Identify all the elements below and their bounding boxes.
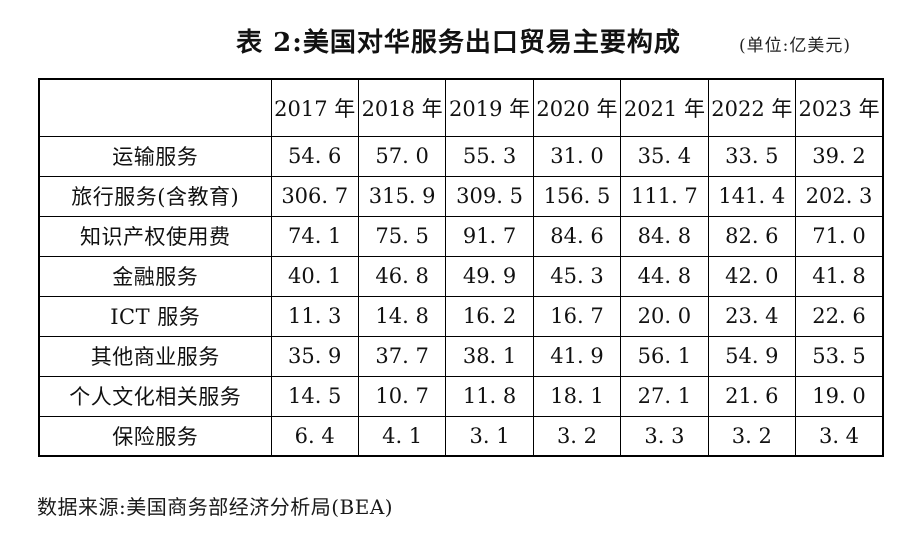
table-cell: 54. 9 — [707, 335, 797, 377]
corner-cell — [38, 78, 272, 137]
table-row: 其他商业服务 35. 9 37. 7 38. 1 41. 9 56. 1 54.… — [38, 335, 884, 377]
table-cell: 11. 3 — [270, 295, 359, 337]
row-label: 知识产权使用费 — [38, 215, 272, 257]
table-cell: 3. 4 — [795, 415, 884, 457]
table-cell: 82. 6 — [707, 215, 797, 257]
column-header: 2019 年 — [445, 78, 534, 137]
table-cell: 11. 8 — [445, 375, 534, 417]
row-label: 保险服务 — [38, 415, 272, 457]
table-cell: 27. 1 — [620, 375, 709, 417]
table-row: 运输服务 54. 6 57. 0 55. 3 31. 0 35. 4 33. 5… — [38, 135, 884, 177]
table-row: 保险服务 6. 4 4. 1 3. 1 3. 2 3. 3 3. 2 3. 4 — [38, 415, 884, 457]
table-cell: 42. 0 — [707, 255, 797, 297]
table-cell: 41. 8 — [795, 255, 884, 297]
table-cell: 74. 1 — [270, 215, 359, 257]
table-cell: 35. 9 — [270, 335, 359, 377]
table-cell: 53. 5 — [795, 335, 884, 377]
table-cell: 3. 3 — [620, 415, 709, 457]
table-cell: 16. 2 — [445, 295, 534, 337]
table-cell: 156. 5 — [532, 175, 622, 217]
table-cell: 49. 9 — [445, 255, 534, 297]
table-cell: 75. 5 — [357, 215, 447, 257]
table-cell: 33. 5 — [707, 135, 797, 177]
column-header: 2017 年 — [270, 78, 359, 137]
table-cell: 39. 2 — [795, 135, 884, 177]
table-cell: 3. 2 — [707, 415, 797, 457]
table-cell: 6. 4 — [270, 415, 359, 457]
table-cell: 57. 0 — [357, 135, 447, 177]
composition-table: 2017 年 2018 年 2019 年 2020 年 2021 年 2022 … — [38, 78, 884, 457]
table-title: 表 2:美国对华服务出口贸易主要构成 — [236, 28, 681, 58]
table-cell: 54. 6 — [270, 135, 359, 177]
table-row: ICT 服务 11. 3 14. 8 16. 2 16. 7 20. 0 23.… — [38, 295, 884, 337]
row-label: 个人文化相关服务 — [38, 375, 272, 417]
row-label: 金融服务 — [38, 255, 272, 297]
table-cell: 111. 7 — [620, 175, 709, 217]
table-cell: 37. 7 — [357, 335, 447, 377]
table-cell: 44. 8 — [620, 255, 709, 297]
table-cell: 16. 7 — [532, 295, 622, 337]
column-header: 2018 年 — [357, 78, 447, 137]
table-cell: 3. 1 — [445, 415, 534, 457]
table-row: 知识产权使用费 74. 1 75. 5 91. 7 84. 6 84. 8 82… — [38, 215, 884, 257]
table-row: 金融服务 40. 1 46. 8 49. 9 45. 3 44. 8 42. 0… — [38, 255, 884, 297]
table-cell: 309. 5 — [445, 175, 534, 217]
table-cell: 71. 0 — [795, 215, 884, 257]
table-cell: 14. 5 — [270, 375, 359, 417]
table-cell: 20. 0 — [620, 295, 709, 337]
table-cell: 3. 2 — [532, 415, 622, 457]
table-row: 旅行服务(含教育) 306. 7 315. 9 309. 5 156. 5 11… — [38, 175, 884, 217]
column-header: 2021 年 — [620, 78, 709, 137]
table-cell: 41. 9 — [532, 335, 622, 377]
table-cell: 23. 4 — [707, 295, 797, 337]
row-label: ICT 服务 — [38, 295, 272, 337]
table-cell: 141. 4 — [707, 175, 797, 217]
row-label: 运输服务 — [38, 135, 272, 177]
table-cell: 14. 8 — [357, 295, 447, 337]
table-cell: 35. 4 — [620, 135, 709, 177]
table-cell: 45. 3 — [532, 255, 622, 297]
source-note: 数据来源:美国商务部经济分析局(BEA) — [37, 495, 394, 519]
table-cell: 22. 6 — [795, 295, 884, 337]
table-cell: 38. 1 — [445, 335, 534, 377]
column-header: 2020 年 — [532, 78, 622, 137]
column-header: 2023 年 — [795, 78, 884, 137]
row-label: 旅行服务(含教育) — [38, 175, 272, 217]
column-header: 2022 年 — [707, 78, 797, 137]
table-header-row: 2017 年 2018 年 2019 年 2020 年 2021 年 2022 … — [38, 78, 884, 137]
table-cell: 40. 1 — [270, 255, 359, 297]
table-row: 个人文化相关服务 14. 5 10. 7 11. 8 18. 1 27. 1 2… — [38, 375, 884, 417]
table-cell: 315. 9 — [357, 175, 447, 217]
table-cell: 84. 8 — [620, 215, 709, 257]
table-cell: 18. 1 — [532, 375, 622, 417]
table-cell: 56. 1 — [620, 335, 709, 377]
table-cell: 55. 3 — [445, 135, 534, 177]
table-cell: 31. 0 — [532, 135, 622, 177]
table-cell: 21. 6 — [707, 375, 797, 417]
row-label: 其他商业服务 — [38, 335, 272, 377]
table-cell: 91. 7 — [445, 215, 534, 257]
unit-label: (单位:亿美元) — [739, 36, 851, 56]
table-cell: 306. 7 — [270, 175, 359, 217]
table-cell: 46. 8 — [357, 255, 447, 297]
table-cell: 84. 6 — [532, 215, 622, 257]
table-cell: 4. 1 — [357, 415, 447, 457]
table-cell: 202. 3 — [795, 175, 884, 217]
table-cell: 19. 0 — [795, 375, 884, 417]
table-cell: 10. 7 — [357, 375, 447, 417]
